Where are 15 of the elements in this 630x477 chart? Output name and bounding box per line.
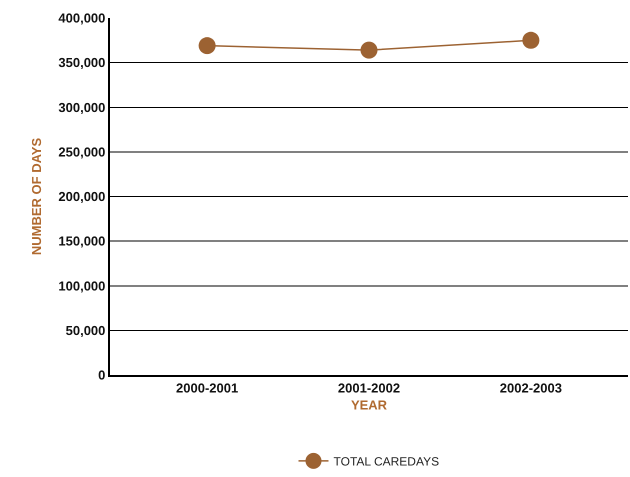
y-axis-title: NUMBER OF DAYS (28, 138, 44, 256)
y-tick-label: 300,000 (58, 100, 106, 115)
y-tick-label: 0 (98, 368, 106, 383)
x-tick-label: 2002-2003 (500, 380, 562, 396)
y-tick-label: 400,000 (58, 10, 106, 26)
legend-label: TOTAL CAREDAYS (334, 454, 440, 469)
y-tick-label: 250,000 (58, 144, 106, 160)
y-tick-label: 50,000 (66, 322, 106, 338)
y-tick-label: 150,000 (58, 234, 106, 249)
y-tick-label: 350,000 (58, 55, 106, 70)
x-tick-label: 2000-2001 (176, 380, 238, 396)
y-tick-label: 100,000 (58, 278, 106, 294)
y-tick-label: 200,000 (58, 189, 106, 204)
x-axis-title: YEAR (350, 398, 388, 413)
x-tick-label: 2001-2002 (338, 380, 400, 396)
